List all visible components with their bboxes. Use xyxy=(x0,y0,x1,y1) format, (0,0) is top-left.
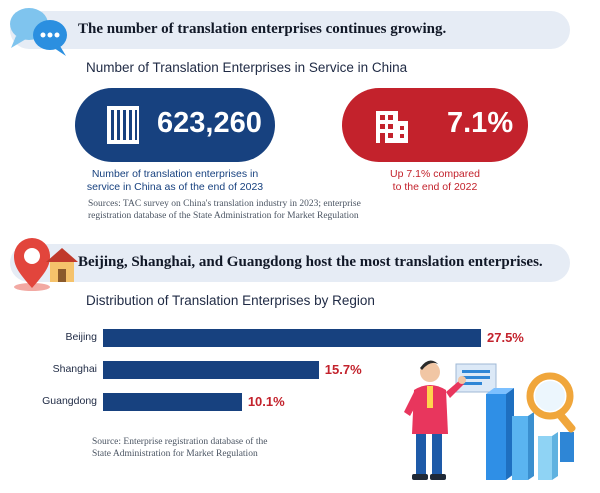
bar-beijing xyxy=(103,329,481,347)
growth-rate-pill xyxy=(342,88,528,162)
section1-source: Sources: TAC survey on China's translati… xyxy=(88,198,361,222)
bar-guangdong xyxy=(103,393,242,411)
section1-banner-text: The number of translation enterprises co… xyxy=(78,21,447,37)
section2-title: Distribution of Translation Enterprises … xyxy=(86,293,375,308)
growth-caption-line1: Up 7.1% compared xyxy=(390,168,480,180)
section1-source-line1: Sources: TAC survey on China's translati… xyxy=(88,199,361,209)
section2-banner-text: Beijing, Shanghai, and Guangdong host th… xyxy=(78,254,543,270)
bar-value-guangdong: 10.1% xyxy=(247,394,285,409)
building-icon xyxy=(376,111,408,143)
total-caption-line2: service in China as of the end of 2023 xyxy=(86,181,264,193)
map-pin-house-icon xyxy=(14,238,78,291)
growth-caption-line2: to the end of 2022 xyxy=(392,181,478,193)
total-caption-line1: Number of translation enterprises in xyxy=(91,168,259,180)
chat-bubbles-icon xyxy=(10,8,67,56)
total-enterprises-caption: Number of translation enterprises in ser… xyxy=(60,168,290,194)
section1-title: Number of Translation Enterprises in Ser… xyxy=(86,60,408,75)
section1-source-line2: registration database of the State Admin… xyxy=(88,211,359,221)
bar-shanghai xyxy=(103,361,319,379)
section1-banner xyxy=(10,11,570,49)
total-enterprises-value: 623,260 xyxy=(157,107,262,139)
section2-source-line1: Source: Enterprise registration database… xyxy=(92,437,268,447)
section2-banner xyxy=(10,244,570,282)
bar-label-guangdong: Guangdong xyxy=(42,395,97,407)
section2-source-line2: State Administration for Market Regulati… xyxy=(92,449,258,459)
bar-value-shanghai: 15.7% xyxy=(324,362,362,377)
bar-value-beijing: 27.5% xyxy=(487,330,524,345)
building-icon xyxy=(107,106,139,144)
growth-rate-caption: Up 7.1% compared to the end of 2022 xyxy=(340,168,530,194)
growth-rate-value: 7.1% xyxy=(447,107,514,139)
section2-source: Source: Enterprise registration database… xyxy=(92,436,267,460)
bar-label-shanghai: Shanghai xyxy=(52,363,97,375)
presenter-illustration xyxy=(404,360,576,480)
bar-label-beijing: Beijing xyxy=(65,331,97,343)
